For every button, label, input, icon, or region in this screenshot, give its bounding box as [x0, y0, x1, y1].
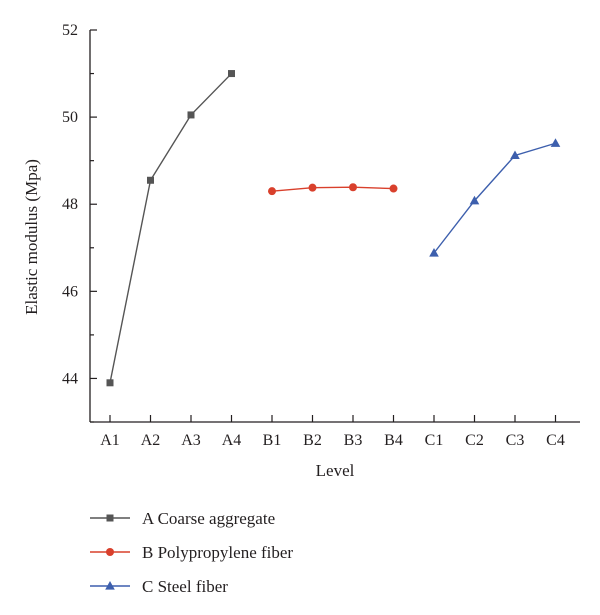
- x-axis-title: Level: [316, 461, 355, 480]
- x-tick-label: A4: [222, 432, 242, 449]
- y-tick-label: 48: [62, 196, 78, 213]
- legend-item: C Steel fiber: [90, 577, 228, 596]
- data-point: [389, 184, 398, 193]
- x-tick-label: C2: [465, 432, 484, 449]
- legend-marker: [106, 548, 114, 556]
- y-axis-title: Elastic modulus (Mpa): [22, 159, 41, 315]
- data-point: [228, 70, 235, 78]
- data-point: [429, 248, 439, 257]
- y-tick-label: 52: [62, 22, 78, 39]
- x-tick-label: B2: [303, 432, 322, 449]
- series-3: [429, 138, 561, 257]
- axes: [89, 30, 580, 423]
- legend-label: A Coarse aggregate: [142, 509, 275, 528]
- legend-item: B Polypropylene fiber: [90, 543, 293, 562]
- data-point: [349, 183, 357, 192]
- x-tick-label: C4: [546, 432, 565, 449]
- y-tick-label: 44: [62, 370, 78, 387]
- legend: A Coarse aggregate B Polypropylene fiber C…: [90, 509, 293, 596]
- x-ticks: A1 A2 A3 A4 B1 B2 B3 B4 C1 C2 C3 C4: [100, 415, 565, 449]
- x-tick-label: C1: [425, 432, 444, 449]
- series-line: [109, 73, 233, 383]
- legend-label: B Polypropylene fiber: [142, 543, 293, 562]
- series-layer: [106, 70, 561, 387]
- data-point: [268, 187, 276, 196]
- legend-marker: [106, 514, 114, 522]
- y-tick-label: 46: [62, 283, 78, 300]
- data-point: [147, 176, 154, 184]
- x-tick-label: A1: [100, 432, 120, 449]
- x-tick-label: A2: [141, 432, 161, 449]
- x-tick-label: C3: [506, 432, 525, 449]
- x-tick-label: B3: [344, 432, 363, 449]
- x-tick-label: B4: [384, 432, 403, 449]
- data-point: [106, 379, 114, 387]
- data-point: [510, 150, 520, 160]
- y-tick-label: 50: [62, 109, 78, 126]
- data-point: [308, 183, 317, 192]
- data-point: [469, 195, 480, 205]
- x-tick-label: A3: [181, 432, 201, 449]
- series-line: [271, 186, 394, 192]
- legend-label: C Steel fiber: [142, 577, 228, 596]
- x-tick-label: B1: [263, 432, 282, 449]
- series-line: [433, 142, 556, 254]
- legend-marker: [105, 581, 115, 590]
- legend-item: A Coarse aggregate: [90, 509, 275, 528]
- series-2: [268, 183, 398, 196]
- y-ticks: 44 46 48 50 52: [62, 22, 97, 423]
- data-point: [550, 138, 561, 147]
- data-point: [187, 111, 195, 119]
- series-1: [106, 70, 235, 387]
